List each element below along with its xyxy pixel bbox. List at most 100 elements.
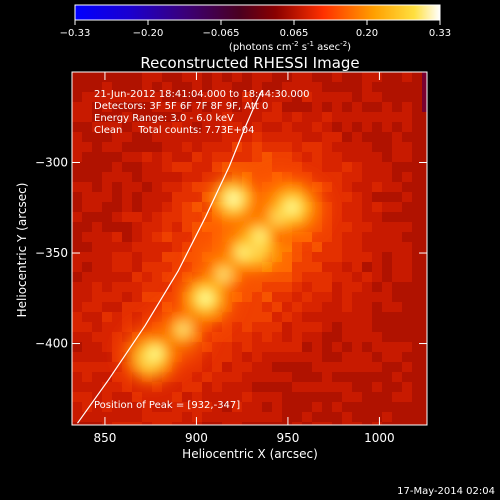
heatmap-tile <box>72 222 82 232</box>
heatmap-tile <box>372 172 382 182</box>
heatmap-tile <box>362 342 372 352</box>
heatmap-tile <box>312 132 322 142</box>
heatmap-tile <box>82 412 92 422</box>
heatmap-tile <box>312 342 322 352</box>
heatmap-tile <box>422 372 427 382</box>
heatmap-tile <box>392 412 402 422</box>
heatmap-tile <box>212 352 222 362</box>
heatmap-tile <box>402 302 412 312</box>
footer-timestamp: 17-May-2014 02:04 <box>397 486 495 497</box>
heatmap-tile <box>322 122 332 132</box>
heatmap-tile <box>372 302 382 312</box>
heatmap-tile <box>72 212 82 222</box>
heatmap-tile <box>92 222 102 232</box>
heatmap-tile <box>122 182 132 192</box>
heatmap-tile <box>92 302 102 312</box>
heatmap-tile <box>102 402 112 412</box>
heatmap-tile <box>142 392 152 402</box>
heatmap-tile <box>292 122 302 132</box>
heatmap-tile <box>402 102 412 112</box>
heatmap-tile <box>352 302 362 312</box>
heatmap-tile <box>162 262 172 272</box>
heatmap-tile <box>312 82 322 92</box>
heatmap-tile <box>82 82 92 92</box>
heatmap-tile <box>92 192 102 202</box>
heatmap-tile <box>112 272 122 282</box>
heatmap-tile <box>312 362 322 372</box>
heatmap-tile <box>332 122 342 132</box>
heatmap-tile <box>302 382 312 392</box>
heatmap-tile <box>412 72 422 82</box>
heatmap-tile <box>72 262 82 272</box>
colorbar-tick-labels: −0.33 −0.20 −0.065 0.065 0.20 0.33 <box>60 28 451 39</box>
heatmap-tile <box>332 172 342 182</box>
heatmap-tile <box>372 82 382 92</box>
heatmap-tile <box>72 92 82 102</box>
heatmap-tile <box>372 262 382 272</box>
heatmap-tile <box>262 92 272 102</box>
heatmap-tile <box>142 142 152 152</box>
heatmap-tile <box>362 282 372 292</box>
heatmap-tile <box>162 132 172 142</box>
heatmap-tile <box>372 292 382 302</box>
heatmap-tile <box>352 172 362 182</box>
heatmap-tile <box>362 232 372 242</box>
heatmap-tile <box>332 402 342 412</box>
heatmap-tile <box>362 392 372 402</box>
heatmap-tile <box>102 182 112 192</box>
heatmap-tile <box>342 222 352 232</box>
heatmap-tile <box>412 252 422 262</box>
heatmap-tile <box>92 92 102 102</box>
heatmap-tile <box>372 332 382 342</box>
heatmap-tile <box>282 112 292 122</box>
heatmap-tile <box>232 162 242 172</box>
colorbar-tick-label: −0.33 <box>60 28 91 39</box>
heatmap-tile <box>372 242 382 252</box>
heatmap-tile <box>172 132 182 142</box>
heatmap-tile <box>232 102 242 112</box>
heatmap-tile <box>242 312 252 322</box>
heatmap-tile <box>122 412 132 422</box>
heatmap-tile <box>312 282 322 292</box>
heatmap-tile <box>292 402 302 412</box>
heatmap-tile <box>402 72 412 82</box>
heatmap-tile <box>92 182 102 192</box>
heatmap-tile <box>312 402 322 412</box>
heatmap-ridge <box>271 187 312 228</box>
heatmap-tile <box>192 422 202 425</box>
heatmap-tile <box>262 112 272 122</box>
heatmap-tile <box>302 402 312 412</box>
heatmap-tile <box>202 172 212 182</box>
heatmap-tile <box>212 392 222 402</box>
heatmap-tile <box>72 312 82 322</box>
heatmap-tile <box>152 172 162 182</box>
heatmap-tile <box>282 152 292 162</box>
heatmap-tile <box>262 302 272 312</box>
heatmap-tile <box>112 392 122 402</box>
heatmap-tile <box>362 272 372 282</box>
annotation-peak-position: Position of Peak = [932,-347] <box>94 400 240 411</box>
heatmap-tile <box>362 132 372 142</box>
heatmap-tile <box>292 372 302 382</box>
heatmap-tile <box>192 92 202 102</box>
heatmap-tile <box>172 122 182 132</box>
heatmap-tile <box>192 172 202 182</box>
heatmap-tile <box>352 202 362 212</box>
heatmap-tile <box>422 112 427 122</box>
heatmap-tile <box>272 122 282 132</box>
heatmap-tile <box>192 72 202 82</box>
heatmap-tile <box>272 332 282 342</box>
heatmap-tile <box>152 212 162 222</box>
heatmap-tile <box>192 222 202 232</box>
heatmap-tile <box>322 342 332 352</box>
heatmap-tile <box>212 152 222 162</box>
heatmap-tile <box>222 72 232 82</box>
heatmap-tile <box>422 82 427 92</box>
heatmap-tile <box>72 122 82 132</box>
heatmap-tile <box>412 382 422 392</box>
heatmap-tile <box>162 202 172 212</box>
heatmap-tile <box>392 272 402 282</box>
heatmap-tile <box>302 362 312 372</box>
colorbar-unit-label: (photons cm-2 s-1 asec-2) <box>229 40 351 53</box>
heatmap-tile <box>272 412 282 422</box>
